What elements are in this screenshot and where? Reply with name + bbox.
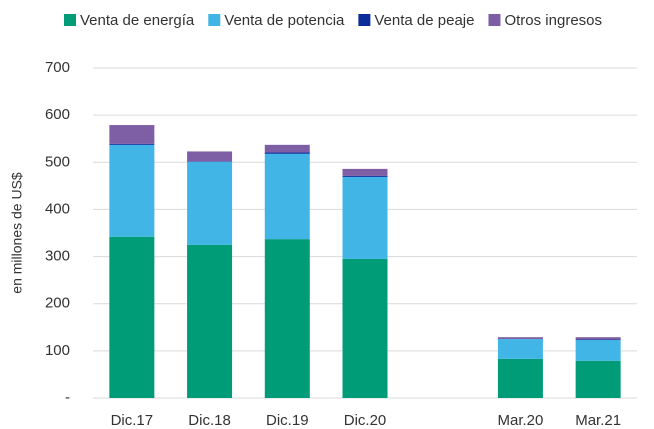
y-tick-label: 300 [45,248,70,265]
bar-segment [109,144,155,237]
y-tick-label: 700 [45,59,70,76]
bar-segment [342,176,388,259]
bar-segment [497,339,543,359]
bar-segment [264,239,310,398]
legend-swatch [64,14,76,26]
x-tick-label: Dic.17 [111,412,154,429]
y-axis-label: en millones de US$ [9,172,25,294]
bar-segment [187,161,233,245]
x-tick-label: Mar.20 [497,412,543,429]
bar-segment [342,258,388,398]
bar-segment [342,175,388,177]
x-tick-label: Dic.18 [188,412,231,429]
y-tick-label: - [65,389,70,406]
legend-swatch [488,14,501,26]
bar-segment [264,153,310,240]
y-tick-label: 400 [45,200,70,217]
bar-segment [497,337,543,340]
bar-segment [264,144,310,153]
bar-segment [187,151,233,162]
y-tick-label: 100 [45,342,70,359]
y-tick-label: 500 [45,153,70,170]
y-tick-label: 600 [45,106,70,123]
bar-segment [109,236,155,398]
bar-segment [575,337,621,340]
legend-swatch [208,14,221,26]
bar-segment [497,358,543,398]
y-tick-label: 200 [45,295,70,312]
bar-segment [264,152,310,154]
bar-segment [109,125,155,144]
legend-label: Venta de energía [80,12,195,29]
bar-segment [575,360,621,398]
legend-label: Venta de peaje [374,12,474,29]
legend-label: Venta de potencia [224,12,345,29]
legend-swatch [358,14,371,26]
bar-segment [342,168,388,176]
bar-segment [187,244,233,398]
x-tick-label: Dic.20 [344,412,387,429]
x-tick-label: Dic.19 [266,412,309,429]
bar-segment [575,340,621,361]
bar-segment [109,143,155,145]
x-tick-label: Mar.21 [575,412,621,429]
legend-label: Otros ingresos [504,12,602,29]
